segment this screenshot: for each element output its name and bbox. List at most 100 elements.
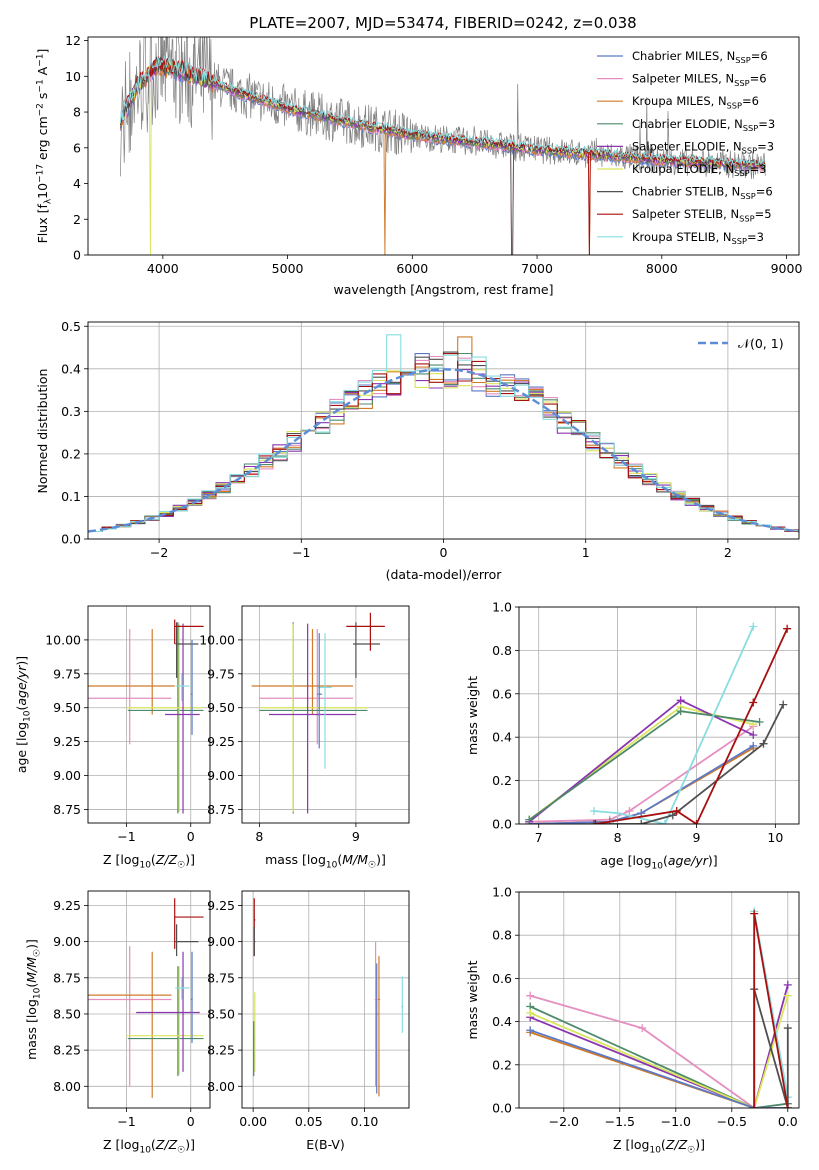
weight-line-krou_stelib bbox=[593, 626, 755, 824]
y-tick-label: 9.50 bbox=[53, 700, 81, 715]
plot-area bbox=[119, 37, 766, 255]
x-tick-label: 8 bbox=[255, 829, 263, 844]
x-tick-label: 9 bbox=[352, 829, 360, 844]
weight-line-salp_miles bbox=[529, 994, 788, 1108]
x-tick-label: 8000 bbox=[646, 261, 678, 276]
axes-frame bbox=[241, 890, 410, 1109]
y-tick-label: 0.0 bbox=[492, 817, 512, 832]
marker-salp_miles bbox=[625, 806, 634, 815]
x-tick-label: −0.5 bbox=[717, 1114, 747, 1129]
axes-frame bbox=[518, 606, 800, 825]
y-axis-label: mass weight bbox=[465, 960, 480, 1039]
y-tick-label: 0.4 bbox=[61, 361, 81, 376]
y-tick-label: 8.00 bbox=[53, 1079, 81, 1094]
y-tick-label: 4 bbox=[73, 176, 81, 191]
x-axis-label: (data-model)/error bbox=[386, 567, 503, 582]
marker-salp_elodie bbox=[676, 696, 685, 705]
marker-salp_stelib bbox=[591, 820, 600, 824]
y-tick-label: 0 bbox=[73, 248, 81, 263]
marker-chab_stelib bbox=[779, 700, 788, 709]
y-tick-label: 9.00 bbox=[207, 934, 235, 949]
y-tick-label: 0.1 bbox=[61, 489, 81, 504]
legend-entry: Kroupa MILES, NSSP=6 bbox=[632, 94, 759, 110]
marker-krou_stelib bbox=[589, 806, 598, 815]
plot-area bbox=[253, 898, 404, 1097]
y-tick-label: 8.50 bbox=[207, 1006, 235, 1021]
axes-frame bbox=[241, 605, 410, 824]
marker-salp_miles bbox=[638, 1024, 647, 1033]
x-tick-label: 0.05 bbox=[295, 1114, 323, 1129]
x-tick-label: 0.0 bbox=[778, 1114, 798, 1129]
x-axis-label: Z [log10(Z/Z☉)] bbox=[103, 1137, 195, 1156]
y-tick-label: 9.25 bbox=[53, 898, 81, 913]
marker-salp_stelib bbox=[672, 806, 681, 815]
y-tick-label: 9.75 bbox=[207, 666, 235, 681]
plot-area bbox=[525, 622, 792, 824]
marker-krou_stelib bbox=[613, 809, 622, 818]
y-tick-label: 9.00 bbox=[207, 768, 235, 783]
marker-chab_miles bbox=[749, 741, 758, 750]
y-tick-label: 8.50 bbox=[53, 1006, 81, 1021]
axes-frame bbox=[87, 890, 211, 1109]
x-tick-label: −2 bbox=[150, 545, 168, 560]
plot-area bbox=[526, 907, 792, 1108]
y-tick-label: 8 bbox=[73, 105, 81, 120]
y-tick-label: 0.6 bbox=[492, 971, 512, 986]
x-tick-label: 6000 bbox=[396, 261, 428, 276]
y-tick-label: 0.2 bbox=[492, 1057, 512, 1072]
x-tick-label: 7 bbox=[535, 830, 543, 845]
mass-vs-metallicity-panel: −1 0 8.00 8.25 8.50 8.75 9.00 9.25 Z [log10(Z/Z☉… bbox=[24, 890, 211, 1156]
y-axis-label: Normed distribution bbox=[35, 369, 50, 494]
y-tick-label: 9.50 bbox=[207, 700, 235, 715]
marker-chab_stelib bbox=[589, 820, 598, 824]
y-tick-label: 9.00 bbox=[53, 768, 81, 783]
y-tick-label: 8.75 bbox=[207, 970, 235, 985]
y-tick-label: 0.5 bbox=[61, 319, 81, 334]
weight-line-chab_stelib bbox=[593, 704, 785, 824]
y-tick-label: 0.2 bbox=[61, 446, 81, 461]
x-tick-label: −1 bbox=[117, 1114, 135, 1129]
y-axis-label: age [log10(age/yr)] bbox=[14, 656, 33, 773]
marker-chab_stelib bbox=[759, 739, 768, 748]
y-tick-label: 0.8 bbox=[492, 928, 512, 943]
y-axis-label: mass weight bbox=[465, 676, 480, 755]
weight-line-salp_miles bbox=[529, 725, 754, 823]
marker-krou_stelib bbox=[660, 820, 669, 824]
y-axis-label: mass [log10(M/M☉)] bbox=[24, 939, 43, 1060]
x-tick-label: 10 bbox=[767, 830, 783, 845]
y-tick-label: 0.3 bbox=[61, 404, 81, 419]
marker-salp_elodie bbox=[783, 980, 792, 989]
marker-chab_elodie bbox=[525, 815, 534, 824]
y-tick-label: 0.4 bbox=[492, 730, 512, 745]
plot-area bbox=[88, 334, 799, 533]
mass-vs-extinction-panel: 0.00 0.05 0.10 8.00 8.25 8.50 8.75 9.00 9.25 E(B-… bbox=[207, 890, 410, 1152]
x-axis-label: Z [log10(Z/Z☉)] bbox=[613, 1137, 705, 1156]
y-tick-label: 0.2 bbox=[492, 773, 512, 788]
y-tick-label: 1.0 bbox=[492, 600, 512, 615]
x-tick-label: 0.10 bbox=[351, 1114, 379, 1129]
plot-area bbox=[251, 612, 385, 814]
y-tick-label: 9.25 bbox=[207, 734, 235, 749]
marker-salp_stelib bbox=[783, 1104, 792, 1108]
residual-histogram-panel: −2 −1 0 1 2 0.0 0.1 0.2 0.3 0.4 0.5 𝒩(0, 1) (data-mo… bbox=[35, 319, 800, 582]
axes-frame bbox=[87, 321, 800, 540]
y-tick-label: 10.00 bbox=[199, 632, 235, 647]
x-tick-label: 1 bbox=[582, 545, 590, 560]
marker-salp_elodie bbox=[749, 731, 758, 740]
x-tick-label: 7000 bbox=[521, 261, 553, 276]
model-spectrum-krou_stelib bbox=[119, 54, 766, 166]
legend-entry: Chabrier STELIB, NSSP=6 bbox=[632, 185, 773, 201]
marker-krou_elodie bbox=[783, 991, 792, 1000]
axes-frame bbox=[518, 891, 800, 1109]
marker-salp_miles bbox=[526, 991, 535, 1000]
y-axis-label: Flux [fλ10−17 erg cm−2 s−1 A−1] bbox=[35, 49, 54, 244]
axes-frame bbox=[87, 605, 211, 824]
age-vs-metallicity-panel: −1 0 8.75 9.00 9.25 9.50 9.75 10.00 Z [log10(Z/Z… bbox=[14, 605, 211, 871]
y-tick-label: 9.75 bbox=[53, 666, 81, 681]
x-tick-label: 0.00 bbox=[239, 1114, 267, 1129]
weight-line-chab_miles bbox=[529, 1029, 788, 1108]
x-tick-label: −1.0 bbox=[661, 1114, 691, 1129]
y-tick-label: 0.8 bbox=[492, 643, 512, 658]
x-axis-label: Z [log10(Z/Z☉)] bbox=[103, 852, 195, 871]
